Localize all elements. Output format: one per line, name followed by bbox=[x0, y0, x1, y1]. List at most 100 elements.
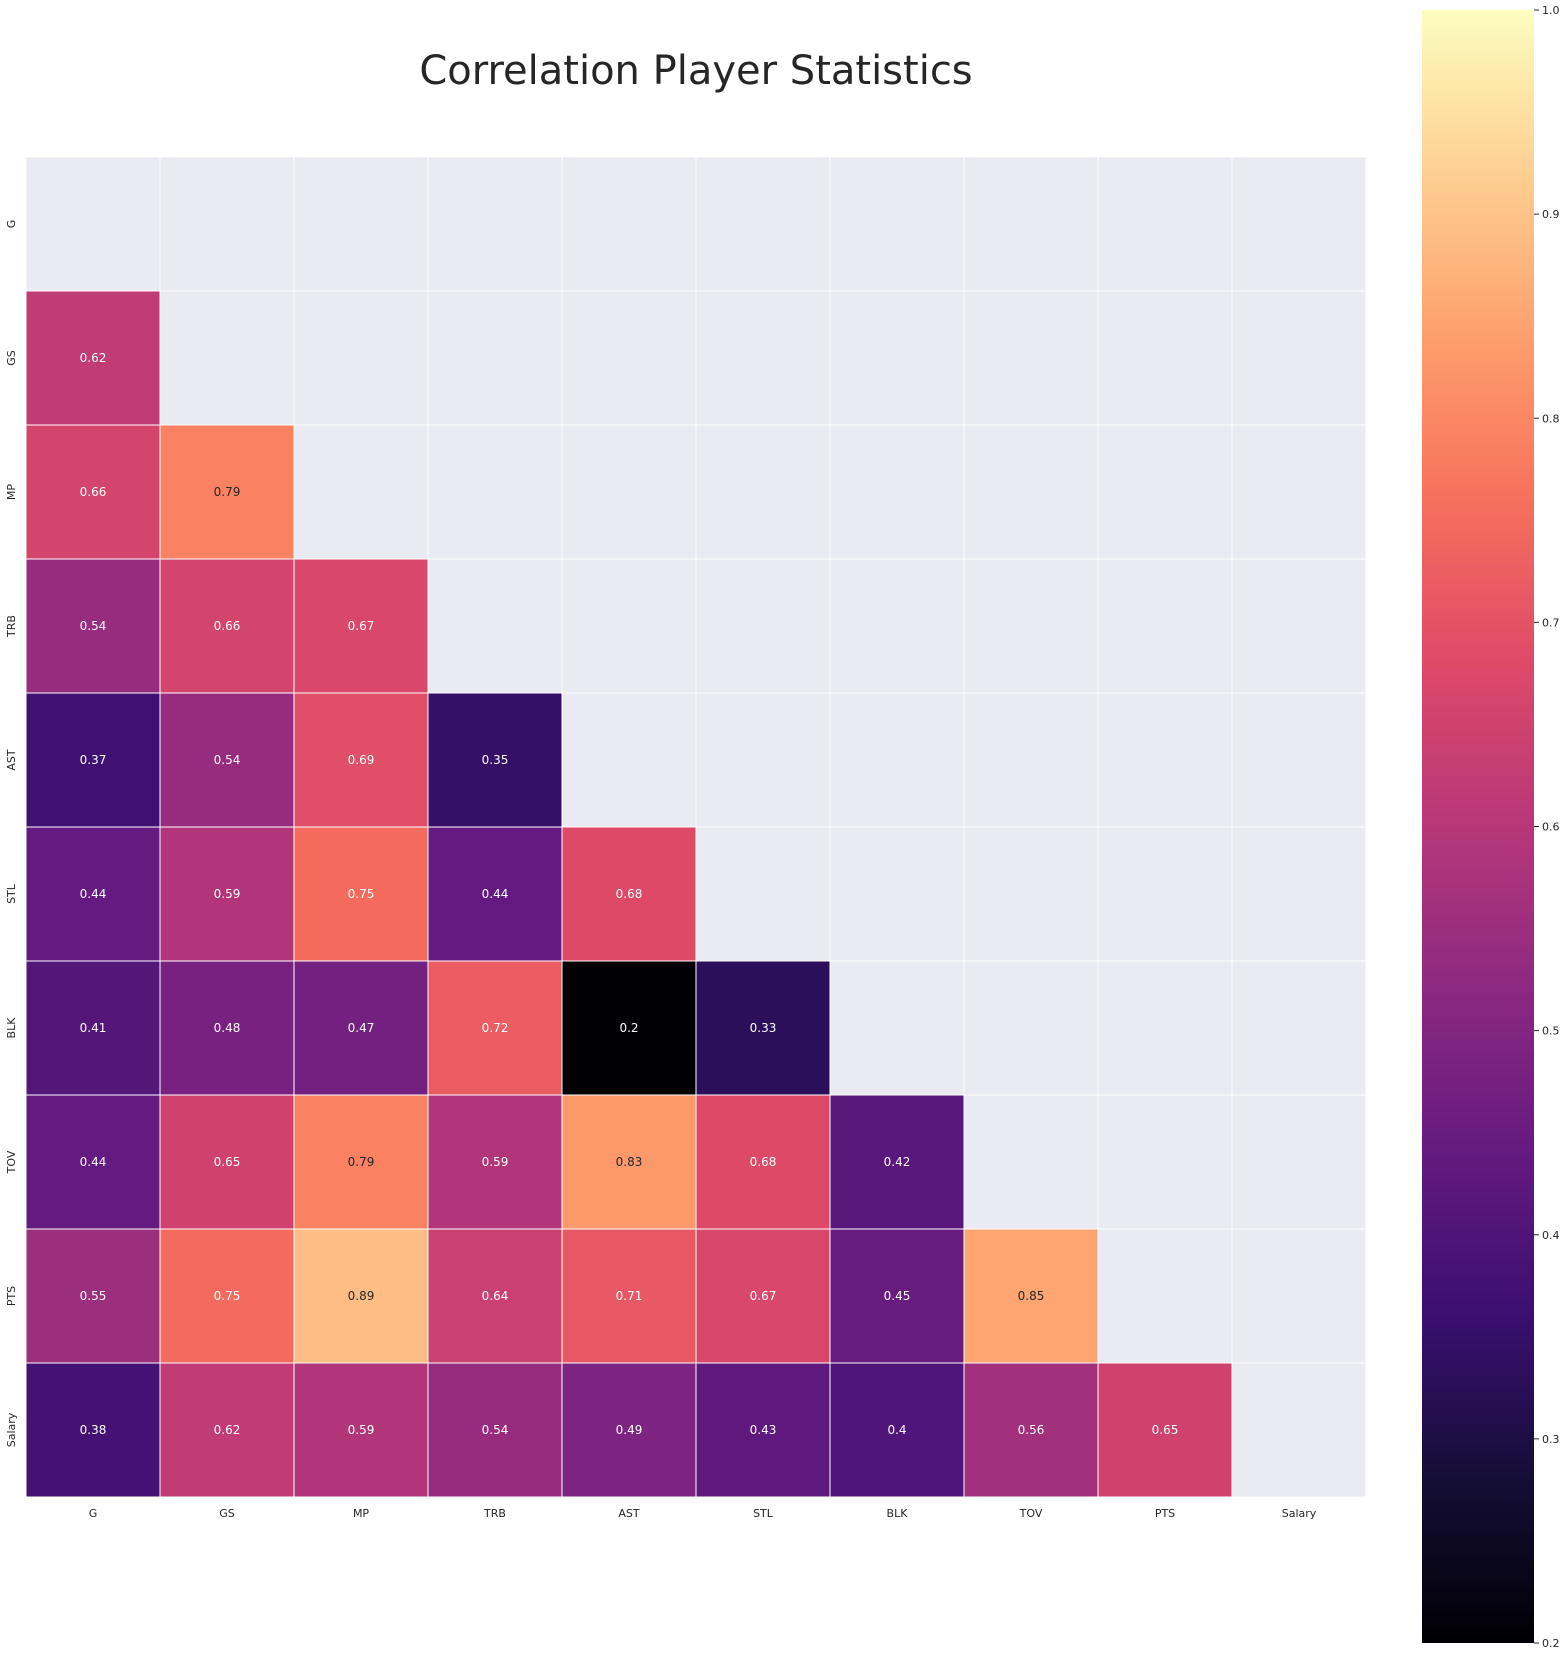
cell-BLK-AST bbox=[561, 960, 697, 1096]
masked-cell bbox=[963, 424, 1099, 560]
cell-STL-GS bbox=[159, 826, 295, 962]
x-tick-label: TOV bbox=[1019, 1507, 1043, 1520]
masked-cell bbox=[1097, 156, 1233, 292]
cell-BLK-GS bbox=[159, 960, 295, 1096]
cell-value-label: 0.44 bbox=[80, 887, 107, 901]
masked-cell bbox=[1097, 1094, 1233, 1230]
x-tick-label: G bbox=[89, 1507, 98, 1520]
cell-STL-MP bbox=[293, 826, 429, 962]
cell-value-label: 0.59 bbox=[214, 887, 241, 901]
cell-Salary-AST bbox=[561, 1362, 697, 1498]
cell-value-label: 0.89 bbox=[348, 1289, 375, 1303]
masked-cell bbox=[561, 290, 697, 426]
colorbar-tick-label: 1.0 bbox=[1542, 4, 1560, 17]
masked-cell bbox=[1231, 960, 1367, 1096]
cell-PTS-G bbox=[25, 1228, 161, 1364]
masked-cell bbox=[695, 826, 831, 962]
colorbar-tick-label: 0.2 bbox=[1542, 1637, 1560, 1650]
masked-cell bbox=[695, 692, 831, 828]
masked-cell bbox=[1097, 424, 1233, 560]
cell-Salary-TRB bbox=[427, 1362, 563, 1498]
cell-value-label: 0.64 bbox=[482, 1289, 509, 1303]
y-tick-label: TOV bbox=[5, 1150, 18, 1174]
cell-value-label: 0.65 bbox=[1152, 1423, 1179, 1437]
cell-value-label: 0.54 bbox=[482, 1423, 509, 1437]
cell-value-label: 0.79 bbox=[348, 1155, 375, 1169]
cell-value-label: 0.38 bbox=[80, 1423, 107, 1437]
colorbar-tick-label: 0.3 bbox=[1542, 1433, 1560, 1446]
cell-STL-AST bbox=[561, 826, 697, 962]
masked-cell bbox=[963, 156, 1099, 292]
cell-MP-G bbox=[25, 424, 161, 560]
cell-GS-G bbox=[25, 290, 161, 426]
cell-value-label: 0.37 bbox=[80, 753, 107, 767]
cell-value-label: 0.83 bbox=[616, 1155, 643, 1169]
cell-value-label: 0.59 bbox=[348, 1423, 375, 1437]
x-tick-label: Salary bbox=[1282, 1507, 1317, 1520]
masked-cell bbox=[1097, 960, 1233, 1096]
cell-value-label: 0.62 bbox=[80, 351, 107, 365]
cell-value-label: 0.59 bbox=[482, 1155, 509, 1169]
cell-value-label: 0.62 bbox=[214, 1423, 241, 1437]
cell-value-label: 0.79 bbox=[214, 485, 241, 499]
cell-value-label: 0.2 bbox=[619, 1021, 638, 1035]
masked-cell bbox=[963, 558, 1099, 694]
masked-cell bbox=[1097, 558, 1233, 694]
cell-AST-TRB bbox=[427, 692, 563, 828]
cell-value-label: 0.56 bbox=[1018, 1423, 1045, 1437]
masked-cell bbox=[1097, 1228, 1233, 1364]
masked-cell bbox=[829, 156, 965, 292]
cell-Salary-STL bbox=[695, 1362, 831, 1498]
cell-TOV-TRB bbox=[427, 1094, 563, 1230]
cell-value-label: 0.69 bbox=[348, 753, 375, 767]
y-tick-label: STL bbox=[5, 883, 18, 904]
masked-cell bbox=[963, 960, 1099, 1096]
cell-value-label: 0.54 bbox=[80, 619, 107, 633]
x-axis-labels: G GS MP TRB AST STL BLK TOV PTS Salary bbox=[89, 1507, 1317, 1520]
masked-cell bbox=[695, 424, 831, 560]
colorbar: 0.2 0.3 0.4 0.5 0.6 0.7 0.8 0.9 1.0 bbox=[1422, 4, 1560, 1650]
masked-cell bbox=[293, 290, 429, 426]
cell-value-label: 0.33 bbox=[750, 1021, 777, 1035]
y-tick-label: AST bbox=[5, 749, 18, 771]
cell-value-label: 0.85 bbox=[1018, 1289, 1045, 1303]
cell-Salary-PTS bbox=[1097, 1362, 1233, 1498]
cell-value-label: 0.75 bbox=[214, 1289, 241, 1303]
masked-cell bbox=[1231, 558, 1367, 694]
masked-cell bbox=[695, 156, 831, 292]
cell-Salary-G bbox=[25, 1362, 161, 1498]
cell-TOV-GS bbox=[159, 1094, 295, 1230]
colorbar-tick-label: 0.5 bbox=[1542, 1025, 1560, 1038]
cell-TOV-BLK bbox=[829, 1094, 965, 1230]
masked-cell bbox=[1231, 1094, 1367, 1230]
masked-cell bbox=[1231, 826, 1367, 962]
cell-PTS-TOV bbox=[963, 1228, 1099, 1364]
cell-Salary-BLK bbox=[829, 1362, 965, 1498]
masked-cell bbox=[963, 692, 1099, 828]
y-axis-labels: G GS MP TRB AST STL BLK TOV PTS Salary bbox=[5, 220, 18, 1448]
masked-cell bbox=[829, 692, 965, 828]
cell-value-label: 0.45 bbox=[884, 1289, 911, 1303]
cell-value-label: 0.49 bbox=[616, 1423, 643, 1437]
cell-TOV-G bbox=[25, 1094, 161, 1230]
masked-cell bbox=[427, 290, 563, 426]
masked-cell bbox=[695, 558, 831, 694]
x-tick-label: BLK bbox=[887, 1507, 909, 1520]
colorbar-gradient bbox=[1422, 10, 1534, 1643]
masked-cell bbox=[963, 290, 1099, 426]
y-tick-label: Salary bbox=[5, 1412, 18, 1447]
y-tick-label: GS bbox=[5, 350, 18, 366]
x-tick-label: GS bbox=[219, 1507, 235, 1520]
colorbar-tick-label: 0.4 bbox=[1542, 1229, 1560, 1242]
x-tick-label: TRB bbox=[483, 1507, 506, 1520]
cell-value-label: 0.43 bbox=[750, 1423, 777, 1437]
cell-value-label: 0.44 bbox=[80, 1155, 107, 1169]
colorbar-tick-label: 0.7 bbox=[1542, 616, 1560, 629]
colorbar-tick-label: 0.8 bbox=[1542, 412, 1560, 425]
cell-TRB-G bbox=[25, 558, 161, 694]
x-tick-label: MP bbox=[353, 1507, 369, 1520]
masked-cell bbox=[561, 424, 697, 560]
cell-value-label: 0.48 bbox=[214, 1021, 241, 1035]
masked-cell bbox=[1097, 290, 1233, 426]
